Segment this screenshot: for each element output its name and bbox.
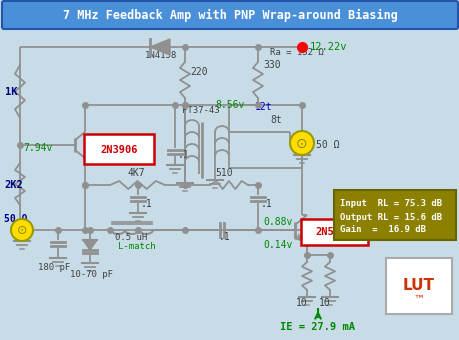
FancyBboxPatch shape bbox=[333, 190, 455, 240]
Text: 10: 10 bbox=[296, 298, 307, 308]
Circle shape bbox=[289, 131, 313, 155]
Text: 1K: 1K bbox=[5, 87, 17, 97]
Text: 2K2: 2K2 bbox=[4, 180, 22, 190]
Text: Output RL = 15.6 dB: Output RL = 15.6 dB bbox=[339, 212, 441, 221]
Text: 12.22v: 12.22v bbox=[309, 42, 347, 52]
Text: .1: .1 bbox=[260, 199, 272, 209]
Polygon shape bbox=[150, 39, 170, 55]
Text: 8t: 8t bbox=[269, 115, 281, 125]
Text: 330: 330 bbox=[263, 60, 280, 70]
Text: 0.88v: 0.88v bbox=[263, 217, 292, 227]
Text: 1N4158: 1N4158 bbox=[145, 51, 177, 60]
Text: .1: .1 bbox=[141, 199, 152, 209]
Text: Input  RL = 75.3 dB: Input RL = 75.3 dB bbox=[339, 200, 441, 208]
Text: 50 Ω: 50 Ω bbox=[4, 214, 28, 224]
FancyBboxPatch shape bbox=[2, 1, 457, 29]
Text: L-match: L-match bbox=[118, 242, 155, 251]
Text: ⊙: ⊙ bbox=[296, 137, 307, 151]
Text: 10-70 pF: 10-70 pF bbox=[70, 270, 113, 279]
Text: .1: .1 bbox=[218, 232, 230, 242]
Text: 7.94v: 7.94v bbox=[23, 143, 52, 153]
Text: 180 pF: 180 pF bbox=[38, 263, 70, 272]
Text: 4K7: 4K7 bbox=[128, 168, 146, 178]
FancyBboxPatch shape bbox=[300, 219, 367, 245]
Text: 10: 10 bbox=[319, 298, 330, 308]
Polygon shape bbox=[83, 240, 97, 250]
Text: ™: ™ bbox=[413, 295, 424, 305]
Text: 2N3906: 2N3906 bbox=[100, 145, 137, 155]
Text: 0.5 uH: 0.5 uH bbox=[115, 233, 147, 242]
Text: ⊙: ⊙ bbox=[17, 224, 27, 238]
Text: LUT: LUT bbox=[402, 278, 434, 293]
Text: 2N5109: 2N5109 bbox=[314, 227, 352, 237]
Text: 220: 220 bbox=[190, 67, 207, 77]
Text: 50 Ω: 50 Ω bbox=[315, 140, 339, 150]
Text: 7 MHz Feedback Amp with PNP Wrap-around Biasing: 7 MHz Feedback Amp with PNP Wrap-around … bbox=[62, 8, 397, 21]
Text: 8.56v: 8.56v bbox=[214, 100, 244, 110]
Text: 12t: 12t bbox=[254, 102, 272, 112]
Text: .1: .1 bbox=[178, 150, 190, 160]
Text: Ra = 132 Ω: Ra = 132 Ω bbox=[269, 48, 323, 57]
Text: IE = 27.9 mA: IE = 27.9 mA bbox=[280, 322, 355, 332]
Text: 510: 510 bbox=[214, 168, 232, 178]
FancyBboxPatch shape bbox=[385, 258, 451, 314]
Circle shape bbox=[11, 219, 33, 241]
Text: FT37-43: FT37-43 bbox=[182, 106, 219, 115]
Text: 0.14v: 0.14v bbox=[263, 240, 292, 250]
FancyBboxPatch shape bbox=[84, 134, 154, 164]
Text: Gain  =  16.9 dB: Gain = 16.9 dB bbox=[339, 225, 425, 235]
